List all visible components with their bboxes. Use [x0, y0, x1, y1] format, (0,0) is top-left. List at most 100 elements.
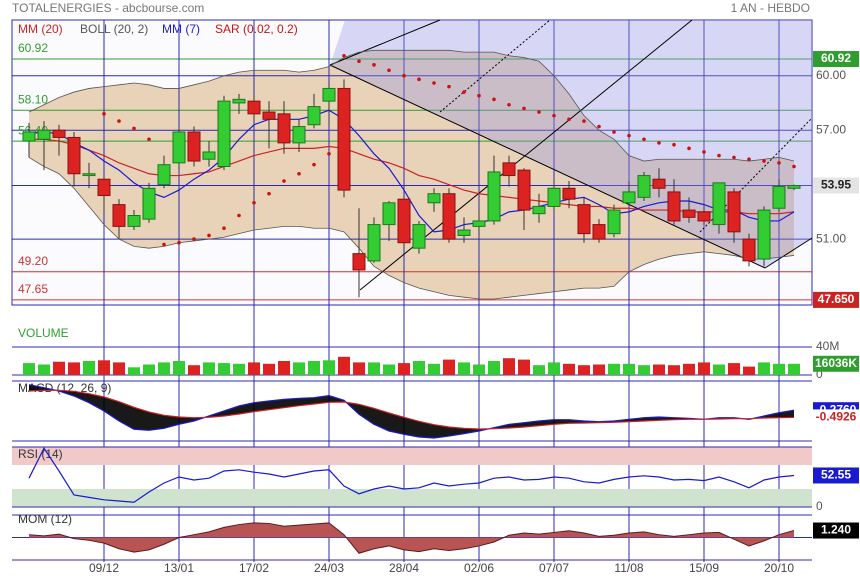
volume-bar [788, 363, 800, 375]
volume-bar [743, 366, 755, 375]
sar-dot [477, 93, 481, 98]
sar-dot [537, 110, 541, 114]
sar-dot [702, 150, 706, 154]
sar-dot [147, 137, 151, 142]
line [28, 109, 795, 233]
volume-bar [458, 362, 470, 375]
volume-bar [323, 360, 335, 375]
sar-dot [207, 233, 211, 238]
sar-dot [552, 113, 556, 118]
value-tag-box [813, 409, 859, 426]
volume-bar [338, 356, 350, 375]
panel-title: MACD (12, 26, 9) [18, 381, 111, 395]
volume-bar [683, 363, 695, 375]
candle-body [157, 164, 171, 186]
candle-body [457, 229, 471, 236]
volume-bar [98, 360, 110, 375]
volume-bar [83, 361, 95, 375]
candle-body [22, 131, 36, 142]
volume-bar [278, 361, 290, 375]
volume-bar [728, 363, 740, 375]
candle-body [427, 193, 441, 204]
sar-dot [387, 68, 391, 73]
value-tag: 52.55 [821, 468, 851, 482]
macd-histogram-fill [29, 384, 794, 438]
x-tick-label: 09/12 [89, 561, 119, 575]
candle-body [772, 185, 786, 209]
volume-bar [263, 363, 275, 375]
value-tag-box [813, 291, 859, 308]
trend-line [764, 237, 813, 269]
candle-body [412, 224, 426, 249]
page-title: TOTALENERGIES - abcbourse.com [12, 1, 204, 15]
candle-body [352, 253, 366, 271]
candle-body [742, 238, 756, 262]
x-tick-label: 17/02 [239, 561, 269, 575]
candle-body [577, 204, 591, 235]
trend-line-dotted [699, 117, 813, 233]
overbought-band [12, 447, 812, 465]
volume-bar [623, 363, 635, 375]
candle-body [622, 191, 636, 204]
candle-body [502, 162, 516, 177]
volume-bar [713, 364, 725, 375]
x-tick-label: 15/09 [689, 561, 719, 575]
legend-entry: MM (20) [18, 22, 63, 36]
sar-dot [357, 59, 361, 64]
sar-dot [102, 112, 106, 116]
candle-body [547, 187, 561, 207]
candle-body [517, 169, 531, 211]
sar-dot [462, 90, 466, 94]
sar-dot [567, 117, 571, 122]
candle-body [247, 100, 261, 115]
legend-entry: SAR (0.02, 0.2) [215, 22, 298, 36]
volume-bar [293, 362, 305, 375]
candle-body [487, 171, 501, 222]
sar-dot [222, 226, 226, 231]
value-tag: 16036K [815, 356, 857, 370]
candle-body [262, 111, 276, 120]
volume-bar [578, 365, 590, 375]
volume-bar [23, 363, 35, 375]
sar-dot [192, 237, 196, 241]
volume-bar [653, 364, 665, 375]
value-tag-box [813, 355, 859, 372]
sar-dot [717, 153, 721, 158]
volume-bar [38, 364, 50, 375]
level-label: 49.20 [18, 254, 48, 268]
y-tick-label: 0 [816, 499, 823, 513]
volume-bar [128, 367, 140, 375]
value-tag: 60.92 [821, 51, 851, 65]
level-label: 58.10 [18, 92, 48, 106]
sar-dot [657, 141, 661, 145]
volume-bar [68, 362, 80, 375]
line [28, 447, 795, 503]
trend-line [329, 64, 766, 269]
volume-bar [158, 362, 170, 375]
value-tag-box [813, 177, 859, 194]
sar-dot [777, 161, 781, 165]
value-tag-box [813, 51, 859, 68]
volume-bar [368, 362, 380, 375]
line [29, 138, 795, 215]
candle-body [337, 87, 351, 191]
candle-body [697, 211, 711, 222]
y-tick-label: 0 [816, 367, 823, 381]
sar-dot [687, 146, 691, 151]
volume-bar [53, 361, 65, 375]
volume-bar [248, 362, 260, 375]
candle-body [142, 187, 156, 220]
candle-body [667, 191, 681, 222]
sar-dot [762, 159, 766, 163]
candle-body [472, 220, 486, 227]
sar-dot [282, 179, 286, 183]
candle-body [382, 202, 396, 226]
candle-body [562, 187, 576, 200]
sar-dot [237, 213, 241, 218]
x-tick-label: 02/06 [464, 561, 494, 575]
sar-dot [297, 171, 301, 176]
candle-body [367, 224, 381, 262]
candle-body [727, 191, 741, 233]
x-tick-label: 28/04 [389, 561, 419, 575]
panel-title: VOLUME [18, 326, 69, 340]
